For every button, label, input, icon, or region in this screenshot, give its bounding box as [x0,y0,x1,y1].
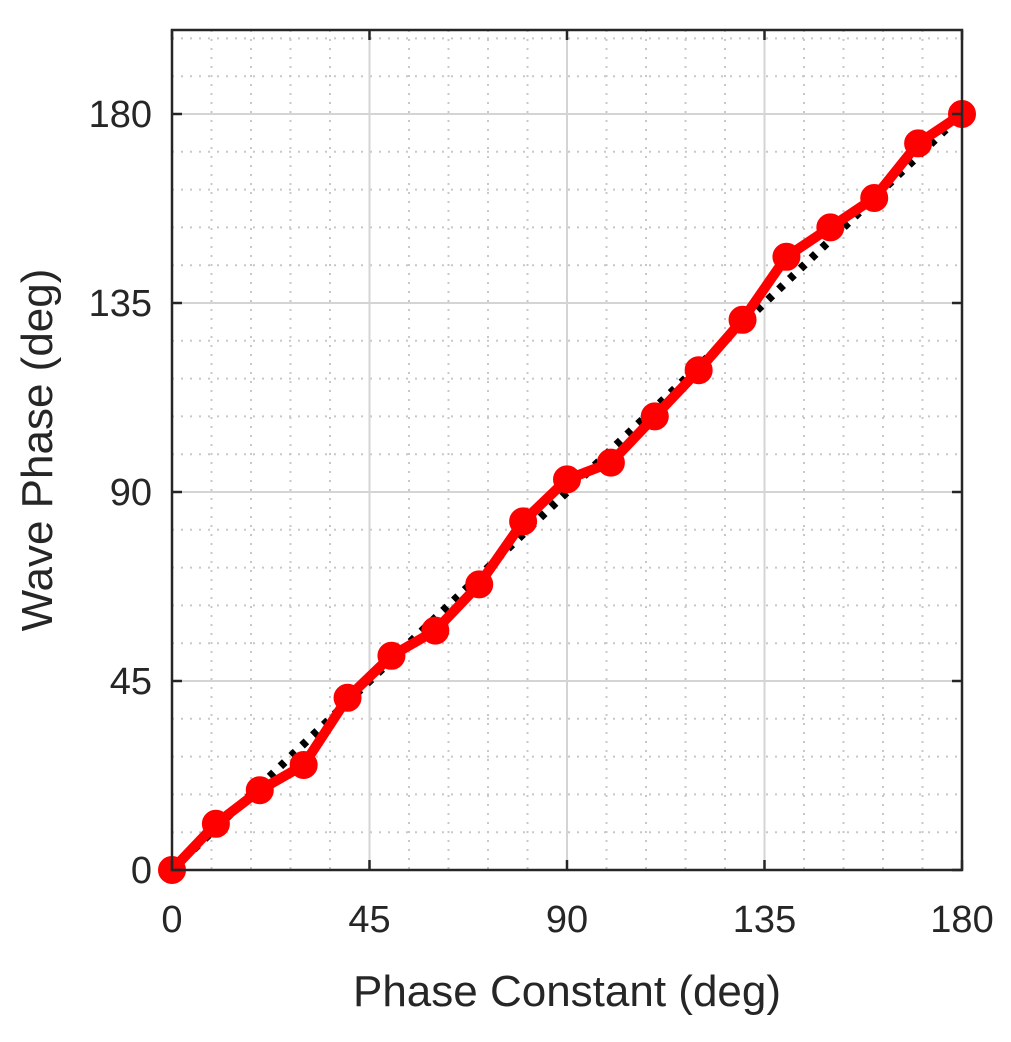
y-tick-label: 0 [131,850,152,892]
data-point [465,570,494,599]
data-point [333,683,362,712]
x-axis-label: Phase Constant (deg) [353,967,781,1016]
y-tick-label: 45 [110,661,152,703]
data-point [245,776,274,805]
x-tick-label: 0 [161,899,182,941]
data-point [860,184,889,212]
data-point [509,507,538,536]
data-point [421,616,450,645]
x-tick-label: 135 [733,899,796,941]
data-point [596,448,625,477]
series-0 [169,111,965,873]
data-point [772,242,801,271]
x-axis-ticks: 0 45 90 135 180 [161,30,994,941]
data-point [377,641,406,670]
minor-grid [172,30,962,870]
y-axis-label: Wave Phase (deg) [13,269,62,632]
data-point [640,402,669,431]
x-tick-label: 180 [930,899,993,941]
data-point [201,809,230,838]
data-point [553,465,581,494]
y-axis-ticks: 0 45 90 135 180 [89,94,962,892]
y-tick-label: 90 [110,472,152,514]
reference-line [169,111,965,873]
data-point [289,751,318,779]
data-point [684,356,713,385]
x-tick-label: 45 [348,899,390,941]
data-point [816,213,845,242]
y-tick-label: 180 [89,94,152,136]
data-point [728,305,757,334]
x-tick-label: 90 [546,899,588,941]
data-point [904,129,933,158]
y-tick-label: 135 [89,283,152,325]
